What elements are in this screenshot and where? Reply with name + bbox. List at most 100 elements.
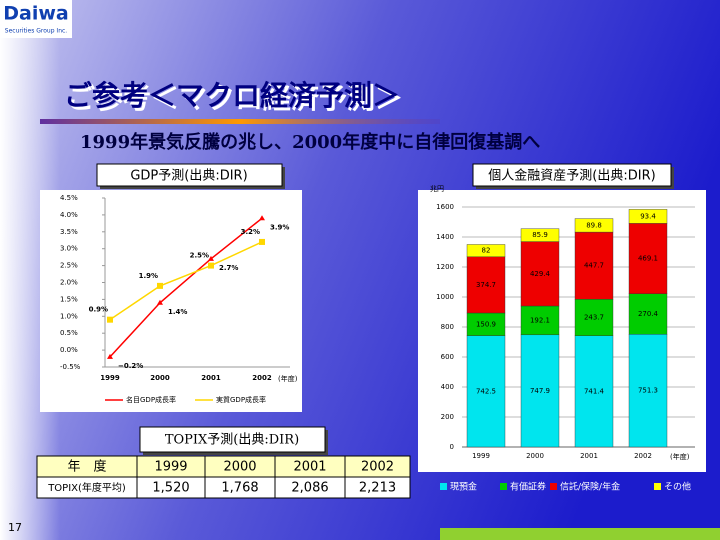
y-tick-label: 600 [441,353,454,361]
y-tick-label: 1.0% [60,312,78,320]
legend-swatch [440,483,447,490]
marker [107,316,113,323]
logo: Daiwa [3,3,68,25]
bar-segment [520,241,560,307]
chart-title-box [472,163,672,187]
y-tick-label: 3.0% [60,245,78,253]
series-line [109,217,263,358]
marker [157,282,163,289]
legend-label: 現預金 [450,481,477,493]
data-label: 192.1 [530,316,550,324]
bar-segment [520,305,560,336]
legend-label: 実質GDP成長率 [216,395,266,404]
y-tick-label: 1000 [436,293,454,301]
marker [259,238,265,245]
y-tick-label: 2.5% [60,262,78,270]
data-label: 270.4 [638,310,659,318]
marker [157,299,163,305]
bar-segment [574,299,614,336]
marker [208,255,214,261]
bar-segment [628,293,668,335]
table-text: 2001 [293,460,326,475]
y-tick-label: 0.5% [60,329,78,337]
bar-segment [574,335,614,448]
data-label: 243.7 [584,314,604,322]
y-tick-label: 400 [441,383,454,391]
x-tick-label: 2002 [634,452,652,460]
x-tick-label: 2000 [150,374,170,382]
data-label: 751.3 [638,387,658,395]
table-title-box [139,426,326,453]
chart-title-box [96,163,283,187]
table-text: 1,520 [152,481,189,496]
series-line [109,241,263,321]
y-tick-label: 800 [441,323,454,331]
x-tick-label: 2001 [580,452,598,460]
bar-segment [628,223,668,294]
x-axis-label: (年度) [670,452,690,461]
x-tick-label: 1999 [472,452,490,460]
table-text: 1,768 [221,481,258,496]
legend-label: その他 [664,481,691,493]
data-label: 741.4 [584,387,605,395]
data-label: 3.2% [241,228,260,236]
chart-title: 個人金融資産予測(出典:DIR) [488,168,655,184]
data-label: 2.5% [190,252,209,260]
table-text: 2000 [223,460,256,475]
data-label: 742.5 [476,387,496,395]
data-label: 469.1 [638,255,658,263]
bar-segment [466,335,506,448]
bar-segment [466,244,506,257]
marker [107,353,113,359]
data-label: 3.9% [270,223,289,231]
legend-label: 有価証券 [510,481,546,493]
data-label: 89.8 [586,221,602,229]
data-label: 150.9 [476,320,496,328]
footer-bar [440,528,720,540]
data-label: 1.9% [139,272,158,280]
table-text: 2,086 [291,481,328,496]
table-text: 1999 [154,460,187,475]
data-label: 93.4 [640,212,656,220]
y-tick-label: 0 [450,443,454,451]
data-label: 85.9 [532,231,548,239]
data-label: 374.7 [476,281,496,289]
y-tick-label: 1200 [436,263,454,271]
table-text: 2,213 [359,481,396,496]
bar-segment [628,334,668,448]
marker [208,262,214,269]
bar-segment [520,228,560,242]
legend-swatch [550,483,557,490]
title: ご参考＜マクロ経済予測＞ [64,79,400,112]
y-tick-label: -0.5% [60,363,81,371]
table-text: 2002 [361,460,394,475]
chart-panel [40,190,302,412]
data-label: 2.7% [219,264,238,272]
data-label: 747.9 [530,387,550,395]
table-text: TOPIX(年度平均) [47,481,126,494]
table-text: 年 度 [67,459,106,475]
y-tick-label: 4.0% [60,211,78,219]
chart-title: GDP予測(出典:DIR) [130,169,247,184]
logo-box [0,0,72,38]
y-tick-label: 2.0% [60,279,78,287]
legend-label: 信託/保険/年金 [560,481,620,493]
marker [259,215,265,221]
x-tick-label: 2000 [526,452,544,460]
bar-segment [628,209,668,224]
y-tick-label: 200 [441,413,454,421]
bar-segment [574,231,614,300]
title-shadow: ご参考＜マクロ経済予測＞ [67,82,403,115]
data-label: −0.2% [118,362,143,370]
x-tick-label: 2002 [252,374,272,382]
bar-segment [574,218,614,233]
page-number: 17 [8,521,22,534]
x-tick-label: 2001 [201,374,221,382]
table-title: TOPIX予測(出典:DIR) [165,433,299,448]
y-tick-label: 0.0% [60,346,78,354]
legend-swatch [500,483,507,490]
y-tick-label: 1600 [436,203,454,211]
legend-swatch [654,483,661,490]
bar-segment [520,334,560,448]
